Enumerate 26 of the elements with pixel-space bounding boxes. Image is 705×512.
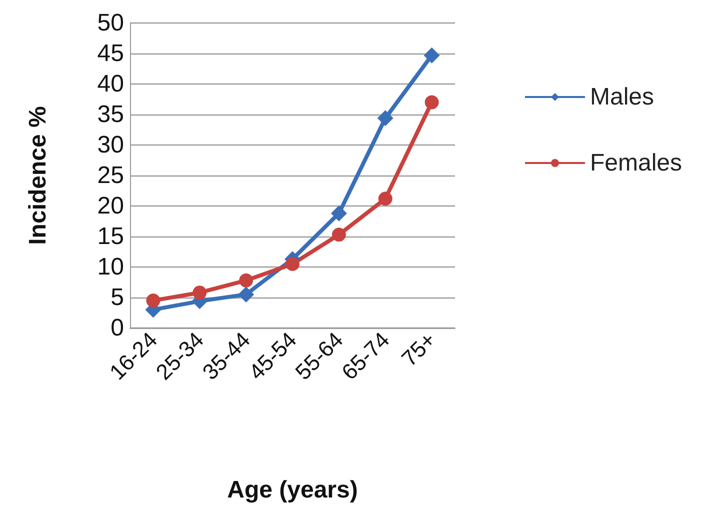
y-tick-label: 10: [97, 254, 124, 280]
y-axis-title: Incidence %: [24, 106, 52, 245]
y-tick-label: 35: [97, 101, 124, 128]
y-tick-label: 20: [97, 192, 124, 220]
y-tick-label: 30: [97, 132, 124, 158]
y-tick-label: 25: [97, 162, 124, 189]
point: [146, 294, 160, 308]
point: [330, 205, 347, 222]
legend-label: Females: [590, 150, 682, 176]
y-tick-label: 45: [97, 40, 124, 67]
point: [239, 273, 254, 288]
y-tick-label: 40: [97, 70, 124, 98]
point: [192, 286, 207, 300]
point: [238, 286, 254, 302]
point: [424, 47, 440, 64]
x-axis-title: Age (years): [227, 476, 358, 504]
point: [286, 256, 300, 271]
x-tick-label: 75+: [396, 327, 441, 372]
point: [332, 228, 346, 242]
point: [377, 110, 394, 126]
y-tick-label: 5: [110, 284, 124, 311]
point: [424, 95, 439, 110]
y-tick-label: 50: [97, 10, 124, 36]
y-tick-label: 15: [97, 223, 124, 250]
legend-label: Males: [590, 84, 654, 110]
point: [378, 192, 392, 206]
